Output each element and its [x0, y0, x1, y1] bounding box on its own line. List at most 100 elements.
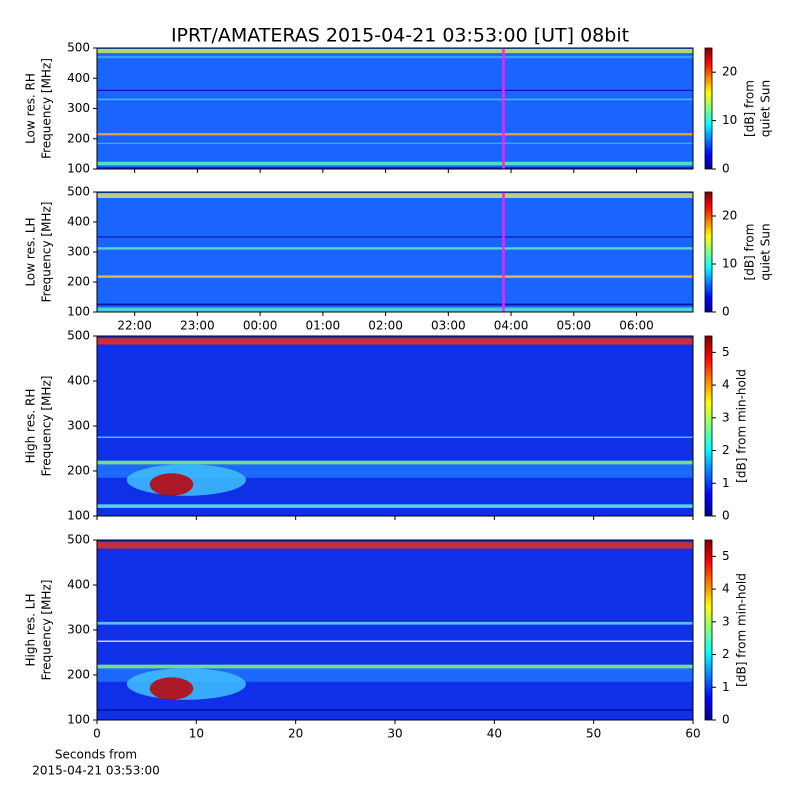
y-tick-label: 100 [67, 162, 90, 176]
y-axis-label: Low res. LH [24, 217, 38, 286]
emission-band [97, 307, 693, 312]
colorbar-tick-label: 1 [722, 476, 730, 490]
y-tick-label: 200 [67, 464, 90, 478]
y-tick-label: 500 [67, 329, 90, 343]
emission-band [97, 338, 693, 345]
y-tick-label: 300 [67, 419, 90, 433]
colorbar-tick-label: 2 [722, 443, 730, 457]
colorbar-tick-label: 5 [722, 549, 730, 563]
y-tick-label: 300 [67, 623, 90, 637]
y-tick-label: 400 [67, 71, 90, 85]
emission-band [97, 640, 693, 642]
emission-band [97, 303, 693, 306]
colorbar-tick-label: 3 [722, 614, 730, 628]
y-axis-label: Frequency [MHz] [40, 58, 54, 159]
x-axis-label: 2015-04-21 03:53:00 [32, 764, 159, 778]
x-tick-label: 40 [487, 727, 502, 741]
colorbar [704, 335, 713, 517]
y-axis-label: High res. LH [24, 593, 38, 666]
x-tick-label: 02:00 [368, 319, 403, 333]
emission-band [97, 664, 693, 670]
x-tick-label: 30 [387, 727, 402, 741]
emission-band [97, 668, 693, 682]
colorbar-tick-label: 2 [722, 647, 730, 661]
x-tick-label: 50 [586, 727, 601, 741]
y-tick-label: 300 [67, 245, 90, 259]
colorbar-tick-label: 0 [722, 713, 730, 727]
x-tick-label: 0 [93, 727, 101, 741]
colorbar-tick-label: 3 [722, 410, 730, 424]
colorbar-tick-label: 20 [722, 209, 737, 223]
spectrogram-background [97, 48, 693, 169]
y-tick-label: 400 [67, 374, 90, 388]
colorbar-label: [dB] from min-hold [735, 573, 749, 687]
colorbar-tick-label: 0 [722, 509, 730, 523]
emission-band [97, 542, 693, 549]
colorbar-tick-label: 0 [722, 162, 730, 176]
emission-band [97, 464, 693, 478]
x-tick-label: 00:00 [243, 319, 278, 333]
colorbar-label: quiet Sun [759, 223, 773, 280]
colorbar-tick-label: 1 [722, 680, 730, 694]
emission-band [97, 89, 693, 91]
colorbar [704, 539, 713, 721]
spectrogram-background [97, 192, 693, 312]
x-tick-label: 05:00 [557, 319, 592, 333]
colorbar-tick-label: 20 [722, 65, 737, 79]
colorbar-tick-label: 4 [722, 378, 730, 392]
burst [149, 473, 194, 496]
colorbar-tick-label: 0 [722, 305, 730, 319]
colorbar [704, 191, 713, 313]
colorbar-tick-label: 10 [722, 113, 737, 127]
emission-band [97, 460, 693, 466]
y-tick-label: 100 [67, 713, 90, 727]
colorbar-label: quiet Sun [759, 80, 773, 137]
emission-band [97, 142, 693, 144]
y-axis-label: Frequency [MHz] [40, 376, 54, 477]
y-tick-label: 200 [67, 668, 90, 682]
x-tick-label: 22:00 [117, 319, 152, 333]
emission-band [97, 98, 693, 101]
y-tick-label: 500 [67, 185, 90, 199]
y-tick-label: 300 [67, 101, 90, 115]
x-tick-label: 23:00 [180, 319, 215, 333]
y-axis-label: Frequency [MHz] [40, 202, 54, 303]
y-tick-label: 100 [67, 509, 90, 523]
emission-band [97, 133, 693, 136]
figure-title: IPRT/AMATERAS 2015-04-21 03:53:00 [UT] 0… [171, 25, 629, 47]
emission-band [97, 621, 693, 625]
emission-band [97, 709, 693, 711]
colorbar-tick-label: 5 [722, 345, 730, 359]
y-tick-label: 100 [67, 305, 90, 319]
colorbar-label: [dB] from [743, 224, 757, 281]
emission-band [97, 48, 693, 54]
colorbar-label: [dB] from min-hold [735, 369, 749, 483]
x-tick-label: 03:00 [431, 319, 466, 333]
x-tick-label: 20 [288, 727, 303, 741]
y-axis-label: Low res. RH [24, 73, 38, 144]
x-tick-label: 60 [685, 727, 700, 741]
y-axis-label: Frequency [MHz] [40, 580, 54, 681]
x-tick-label: 06:00 [619, 319, 654, 333]
colorbar-tick-label: 10 [722, 257, 737, 271]
emission-band [97, 193, 693, 198]
x-tick-label: 10 [189, 727, 204, 741]
y-tick-label: 200 [67, 131, 90, 145]
emission-band [97, 247, 693, 250]
x-tick-label: 04:00 [494, 319, 529, 333]
y-tick-label: 400 [67, 578, 90, 592]
y-axis-label: High res. RH [24, 389, 38, 464]
emission-band [97, 167, 693, 169]
y-tick-label: 200 [67, 275, 90, 289]
x-tick-label: 01:00 [306, 319, 341, 333]
emission-band [97, 436, 693, 438]
colorbar-label: [dB] from [743, 80, 757, 137]
y-tick-label: 500 [67, 41, 90, 55]
colorbar-tick-label: 4 [722, 582, 730, 596]
emission-band [97, 236, 693, 238]
emission-band [97, 275, 693, 278]
y-tick-label: 500 [67, 533, 90, 547]
emission-band [97, 504, 693, 508]
x-axis-label: Seconds from [55, 748, 137, 762]
